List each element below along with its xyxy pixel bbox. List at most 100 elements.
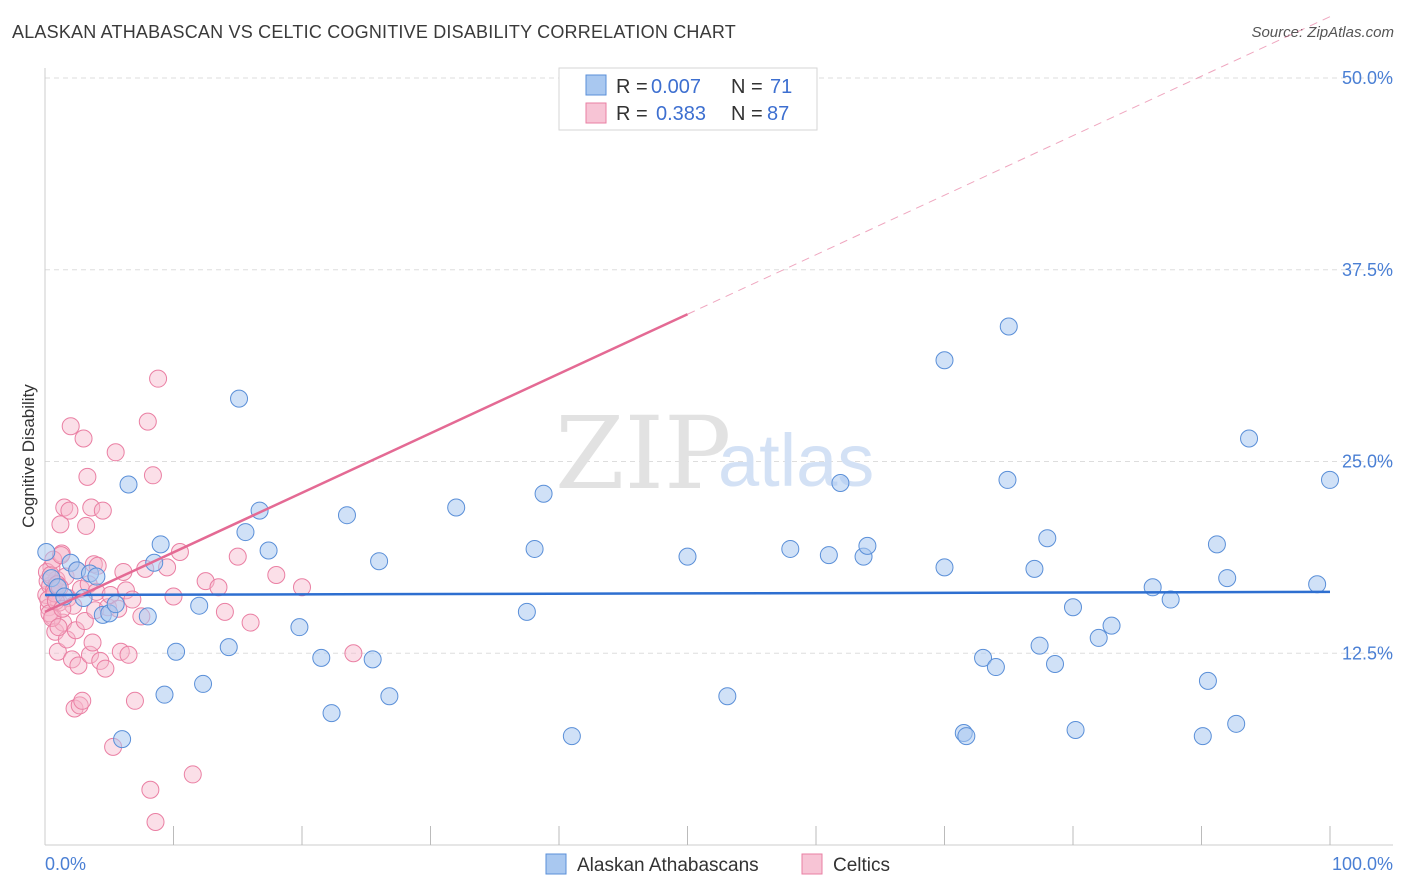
alaskan-athabascan-point: [312, 648, 331, 667]
alaskan-athabascan-point: [957, 727, 976, 746]
celtics-point: [106, 443, 125, 462]
alaskan-athabascan-point: [1089, 628, 1108, 647]
alaskan-athabascan-point: [819, 546, 838, 565]
alaskan-athabascan-point: [380, 687, 399, 706]
alaskan-athabascan-point: [447, 498, 466, 517]
alaskan-athabascan-point: [1025, 559, 1044, 578]
alaskan-athabascan-point: [37, 543, 56, 562]
alaskan-athabascan-point: [1321, 470, 1339, 489]
bottom-legend-label-alaskan: Alaskan Athabascans: [577, 855, 759, 876]
celtics-point: [65, 699, 84, 718]
alaskan-athabascan-point: [87, 567, 106, 586]
alaskan-athabascan-point: [1207, 535, 1226, 554]
alaskan-athabascan-point: [190, 596, 209, 615]
legend-n-label-2: N =: [731, 103, 763, 125]
alaskan-athabascan-point: [517, 602, 536, 621]
legend-n-value-celtics: 87: [767, 103, 789, 125]
alaskan-athabascan-point: [370, 552, 389, 571]
alaskan-athabascan-point: [831, 473, 850, 492]
alaskan-athabascan-points: [37, 317, 1339, 749]
y-tick-labels: 12.5% 25.0% 37.5% 50.0%: [1342, 68, 1393, 663]
y-tick-label-0: 12.5%: [1342, 643, 1393, 663]
y-tick-label-3: 50.0%: [1342, 68, 1393, 88]
trendline-celtics: [44, 313, 689, 613]
celtics-point: [293, 578, 311, 597]
alaskan-athabascan-point: [119, 475, 138, 494]
legend-swatch-celtics: [585, 102, 607, 124]
bottom-legend-label-celtics: Celtics: [833, 855, 890, 876]
chart-title: ALASKAN ATHABASCAN VS CELTIC COGNITIVE D…: [12, 22, 736, 42]
celtics-point: [241, 613, 260, 632]
alaskan-athabascan-point: [858, 536, 877, 555]
legend: R = 0.007 N = 71 R = 0.383 N = 87: [558, 67, 818, 131]
celtics-point: [83, 633, 102, 652]
alaskan-athabascan-point: [1218, 569, 1237, 588]
alaskan-athabascan-point: [337, 506, 356, 525]
celtics-point: [141, 780, 160, 799]
bottom-legend: Alaskan Athabascans Celtics: [545, 853, 890, 876]
legend-r-label-1: R =: [616, 76, 648, 98]
alaskan-athabascan-point: [1308, 575, 1327, 594]
alaskan-athabascan-point: [1046, 654, 1065, 673]
celtics-point: [125, 691, 144, 710]
alaskan-athabascan-point: [1240, 429, 1259, 448]
alaskan-athabascan-point: [236, 523, 255, 542]
celtics-point: [48, 642, 67, 661]
y-axis-label: Cognitive Disability: [19, 384, 38, 528]
alaskan-athabascan-point: [219, 638, 238, 657]
bottom-legend-swatch-alaskan: [545, 853, 567, 875]
alaskan-athabascan-point: [151, 535, 170, 554]
celtics-point: [149, 369, 168, 388]
celtics-point: [73, 691, 92, 710]
grid-lines: [45, 77, 1393, 654]
alaskan-athabascan-point: [562, 727, 581, 746]
celtics-point: [138, 412, 157, 431]
alaskan-athabascan-point: [1038, 529, 1057, 548]
celtics-point: [78, 467, 97, 486]
alaskan-athabascan-point: [322, 704, 341, 723]
alaskan-athabascan-point: [1030, 636, 1049, 655]
celtics-point: [215, 602, 234, 621]
alaskan-athabascan-point: [534, 484, 553, 503]
trendline-alaskan-athabascans: [44, 590, 1331, 597]
celtics-point: [93, 501, 112, 520]
alaskan-athabascan-point: [167, 642, 186, 661]
alaskan-athabascan-point: [1227, 714, 1246, 733]
alaskan-athabascan-point: [718, 687, 737, 706]
celtics-point: [164, 587, 183, 606]
alaskan-athabascan-point: [525, 539, 544, 558]
alaskan-athabascan-point: [290, 618, 309, 637]
alaskan-athabascan-point: [1102, 616, 1121, 635]
celtics-point: [267, 566, 286, 585]
legend-swatch-alaskan: [585, 74, 607, 96]
alaskan-athabascan-point: [138, 607, 157, 626]
celtics-point: [77, 516, 96, 535]
alaskan-athabascan-point: [1198, 671, 1217, 690]
alaskan-athabascan-point: [974, 648, 993, 667]
legend-r-label-2: R =: [616, 103, 648, 125]
axes: [44, 68, 1393, 846]
alaskan-athabascan-point: [998, 470, 1017, 489]
celtics-point: [51, 515, 70, 534]
x-tick-label-max: 100.0%: [1332, 854, 1393, 874]
alaskan-athabascan-point: [155, 685, 174, 704]
alaskan-athabascan-point: [935, 351, 954, 370]
alaskan-athabascan-point: [194, 674, 213, 693]
celtics-point: [209, 578, 228, 597]
celtics-point: [69, 656, 88, 675]
celtics-point: [119, 645, 138, 664]
celtics-point: [49, 618, 68, 637]
celtics-point: [228, 547, 247, 566]
celtics-point: [82, 498, 101, 517]
y-tick-label-2: 37.5%: [1342, 260, 1393, 280]
alaskan-athabascan-point: [259, 541, 278, 560]
watermark-zip: ZIP: [555, 395, 731, 512]
alaskan-athabascan-point: [935, 558, 954, 577]
x-tick-label-min: 0.0%: [45, 854, 86, 874]
x-tick-labels: 0.0% 100.0%: [45, 854, 1393, 874]
alaskan-athabascan-point: [230, 389, 249, 408]
alaskan-athabascan-point: [1161, 590, 1180, 609]
y-tick-label-1: 25.0%: [1342, 452, 1393, 472]
celtics-point: [344, 644, 363, 663]
